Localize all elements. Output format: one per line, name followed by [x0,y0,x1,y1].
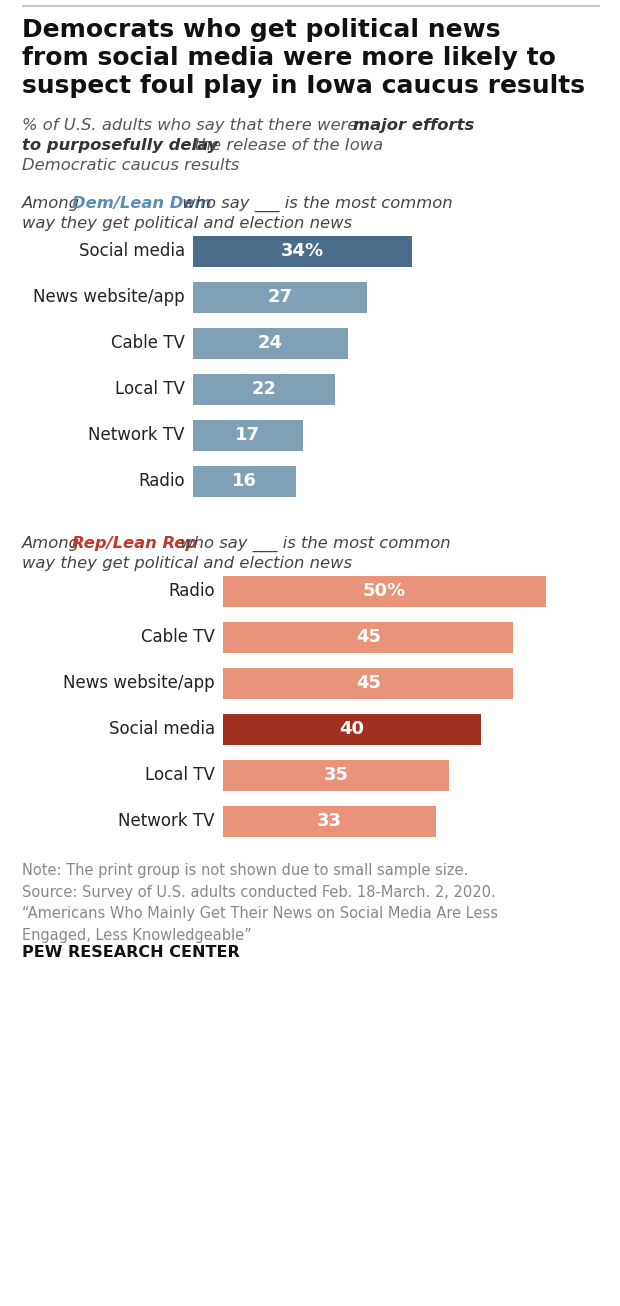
Text: the release of the Iowa: the release of the Iowa [189,138,383,153]
Text: Dem/Lean Dem: Dem/Lean Dem [72,196,211,212]
Text: 33: 33 [317,812,342,831]
Bar [193,419,303,451]
Text: News website/app: News website/app [33,289,185,306]
Bar [223,622,513,653]
Text: way they get political and election news: way they get political and election news [22,215,352,231]
Text: 22: 22 [252,380,277,398]
Text: Radio: Radio [138,471,185,490]
Text: 35: 35 [324,767,348,784]
Text: to purposefully delay: to purposefully delay [22,138,218,153]
Text: Radio: Radio [169,582,215,599]
Text: 27: 27 [268,289,293,306]
Text: Local TV: Local TV [115,380,185,398]
Bar [193,465,296,496]
Bar [193,328,348,359]
Bar [223,713,481,744]
Text: Rep/Lean Rep: Rep/Lean Rep [72,535,197,551]
Text: Note: The print group is not shown due to small sample size.
Source: Survey of U: Note: The print group is not shown due t… [22,863,498,943]
Text: who say ___ is the most common: who say ___ is the most common [177,196,453,212]
Text: 34%: 34% [281,242,324,260]
Text: from social media were more likely to: from social media were more likely to [22,46,556,71]
Text: Network TV: Network TV [89,426,185,444]
Text: Democrats who get political news: Democrats who get political news [22,18,500,42]
Bar [193,282,367,312]
Text: Network TV: Network TV [118,812,215,831]
Bar [223,806,436,837]
Text: Cable TV: Cable TV [141,628,215,646]
Text: News website/app: News website/app [63,674,215,692]
Bar [223,760,449,790]
Text: way they get political and election news: way they get political and election news [22,556,352,571]
Text: who say ___ is the most common: who say ___ is the most common [175,535,451,552]
Text: Among: Among [22,535,86,551]
Text: 17: 17 [236,426,260,444]
Bar [223,576,546,606]
Text: suspect foul play in Iowa caucus results: suspect foul play in Iowa caucus results [22,74,585,98]
Text: Social media: Social media [109,720,215,738]
Text: Democratic caucus results: Democratic caucus results [22,158,239,172]
Text: 45: 45 [356,628,381,646]
Bar [193,374,335,405]
Text: 50%: 50% [363,582,406,599]
Bar [223,667,513,699]
Text: Social media: Social media [79,242,185,260]
Text: Local TV: Local TV [145,767,215,784]
Text: major efforts: major efforts [353,118,474,133]
Text: Cable TV: Cable TV [111,334,185,353]
Bar [193,235,412,266]
Text: 24: 24 [258,334,283,353]
Text: 45: 45 [356,674,381,692]
Text: 16: 16 [232,471,257,490]
Text: % of U.S. adults who say that there were: % of U.S. adults who say that there were [22,118,363,133]
Text: Among: Among [22,196,86,212]
Text: PEW RESEARCH CENTER: PEW RESEARCH CENTER [22,946,240,960]
Text: 40: 40 [340,720,365,738]
